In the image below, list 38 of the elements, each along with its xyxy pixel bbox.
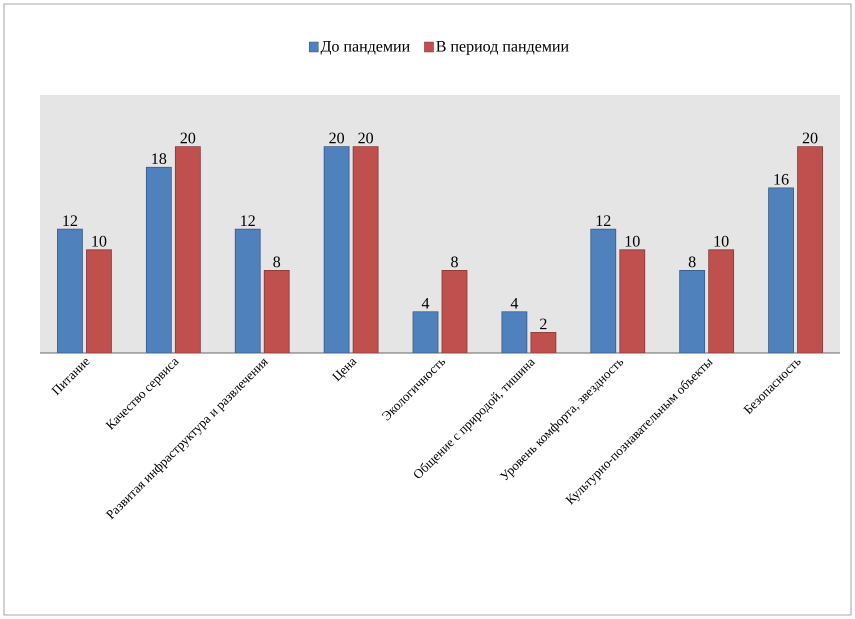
bar xyxy=(501,311,528,353)
data-label: 10 xyxy=(626,236,640,247)
bar xyxy=(146,166,172,353)
data-label: 2 xyxy=(540,318,547,330)
data-label: 4 xyxy=(422,298,430,309)
data-label: 12 xyxy=(241,215,255,226)
bar xyxy=(797,146,823,353)
data-label: 20 xyxy=(802,132,818,144)
bar xyxy=(708,249,734,353)
bar xyxy=(768,187,794,353)
data-label: 10 xyxy=(714,236,729,247)
data-label: 12 xyxy=(63,215,78,226)
data-label: 10 xyxy=(92,236,106,247)
bar xyxy=(530,332,556,353)
bar xyxy=(352,146,379,353)
bar xyxy=(234,228,261,353)
bar xyxy=(86,249,112,353)
bar xyxy=(57,228,83,353)
data-label: 18 xyxy=(152,153,166,164)
data-label: 4 xyxy=(510,298,518,309)
data-label: 8 xyxy=(451,256,458,268)
bar xyxy=(174,146,201,353)
bar xyxy=(442,270,468,353)
bar xyxy=(590,228,616,353)
bar xyxy=(264,270,290,353)
data-label: 16 xyxy=(774,174,789,185)
data-label: 20 xyxy=(180,132,196,144)
bar xyxy=(412,311,438,353)
data-label: 20 xyxy=(329,132,344,144)
data-label: 8 xyxy=(273,256,280,268)
legend-label: До пандемии xyxy=(320,41,410,55)
data-label: 20 xyxy=(358,132,374,144)
bar xyxy=(324,146,350,353)
legend-label: В период пандемии xyxy=(436,41,569,55)
data-label: 8 xyxy=(688,256,696,268)
data-label: 12 xyxy=(596,215,610,226)
bar xyxy=(679,270,706,353)
bar xyxy=(619,249,646,353)
